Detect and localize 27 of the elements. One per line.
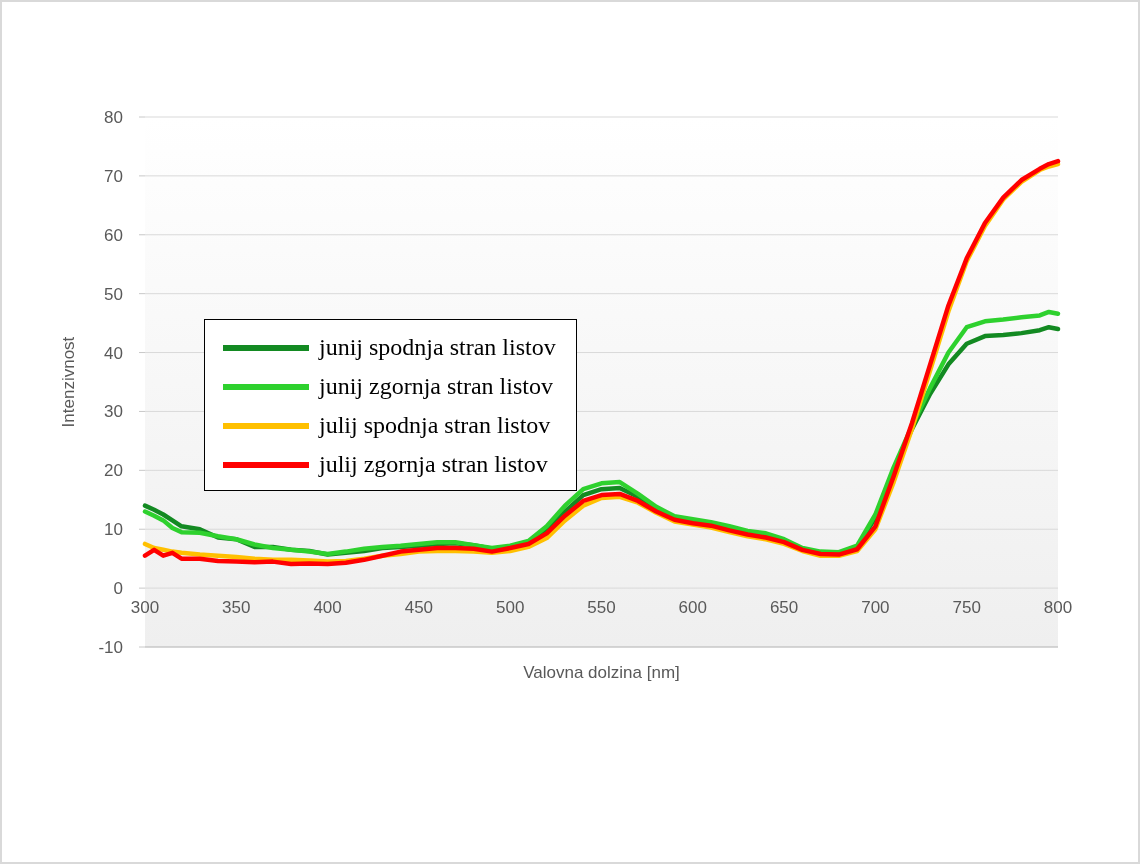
legend-label: junij spodnja stran listov — [319, 334, 556, 361]
x-tick-label: 650 — [769, 598, 799, 617]
x-tick-label: 300 — [130, 598, 160, 617]
x-tick-label: 500 — [496, 598, 525, 617]
x-tick-label: 750 — [952, 598, 981, 617]
x-axis-title: Valovna dolzina [nm] — [523, 663, 680, 682]
y-tick-label: 10 — [104, 520, 123, 540]
x-tick-label: 700 — [861, 598, 890, 617]
y-axis-title: Intenzivnost — [59, 336, 79, 428]
y-tick-label: 80 — [104, 108, 123, 128]
x-tick-label: 350 — [222, 598, 251, 617]
y-tick-label: -10 — [98, 638, 123, 658]
y-tick-label: 30 — [104, 402, 123, 422]
x-tick-label: 550 — [587, 598, 616, 617]
y-tick-label: 70 — [104, 166, 123, 186]
legend-label: julij spodnja stran listov — [319, 412, 551, 439]
y-tick-label: 40 — [104, 343, 123, 363]
x-tick-label: 600 — [678, 598, 707, 617]
x-tick-label: 800 — [1043, 598, 1073, 617]
x-tick-label: 400 — [313, 598, 342, 617]
legend-label: julij zgornja stran listov — [319, 451, 548, 478]
x-tick-label: 450 — [404, 598, 434, 617]
y-tick-label: 50 — [104, 284, 123, 304]
y-tick-label: 0 — [113, 579, 123, 599]
legend-label: junij zgornja stran listov — [319, 373, 553, 400]
y-tick-label: 20 — [104, 461, 123, 481]
y-tick-label: 60 — [104, 225, 123, 245]
